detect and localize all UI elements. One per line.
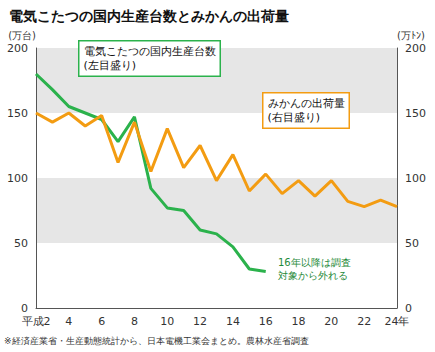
svg-text:対象から外れる: 対象から外れる	[278, 270, 348, 281]
svg-text:22: 22	[357, 315, 371, 328]
svg-text:150: 150	[7, 107, 28, 120]
svg-text:50: 50	[14, 237, 28, 250]
svg-text:(万ﾄﾝ): (万ﾄﾝ)	[397, 30, 425, 41]
svg-text:8: 8	[131, 315, 138, 328]
svg-text:(右目盛り): (右目盛り)	[268, 111, 321, 124]
svg-text:200: 200	[7, 42, 28, 55]
svg-text:平成2: 平成2	[22, 315, 51, 328]
svg-text:6: 6	[98, 315, 105, 328]
svg-text:50: 50	[405, 237, 419, 250]
svg-text:電気こたつの国内生産台数: 電気こたつの国内生産台数	[84, 45, 216, 58]
svg-text:100: 100	[7, 172, 28, 185]
svg-text:12: 12	[193, 315, 207, 328]
svg-text:0: 0	[21, 302, 28, 315]
svg-text:電気こたつの国内生産台数とみかんの出荷量: 電気こたつの国内生産台数とみかんの出荷量	[9, 8, 289, 24]
svg-text:16年以降は調査: 16年以降は調査	[278, 257, 351, 268]
svg-text:(左目盛り): (左目盛り)	[84, 59, 137, 72]
svg-text:100: 100	[405, 172, 426, 185]
svg-text:14: 14	[226, 315, 240, 328]
svg-text:0: 0	[405, 302, 412, 315]
svg-text:みかんの出荷量: みかんの出荷量	[268, 97, 345, 110]
svg-text:20: 20	[324, 315, 338, 328]
svg-text:※経済産業省・生産動態統計から、日本電機工業会まとめ。農林水: ※経済産業省・生産動態統計から、日本電機工業会まとめ。農林水産省調査	[4, 336, 309, 346]
svg-text:200: 200	[405, 42, 426, 55]
svg-text:24年: 24年	[385, 315, 410, 328]
svg-text:10: 10	[160, 315, 174, 328]
svg-text:150: 150	[405, 107, 426, 120]
svg-text:16: 16	[259, 315, 273, 328]
svg-text:4: 4	[65, 315, 72, 328]
svg-text:18: 18	[292, 315, 306, 328]
svg-text:(万台): (万台)	[8, 30, 36, 41]
